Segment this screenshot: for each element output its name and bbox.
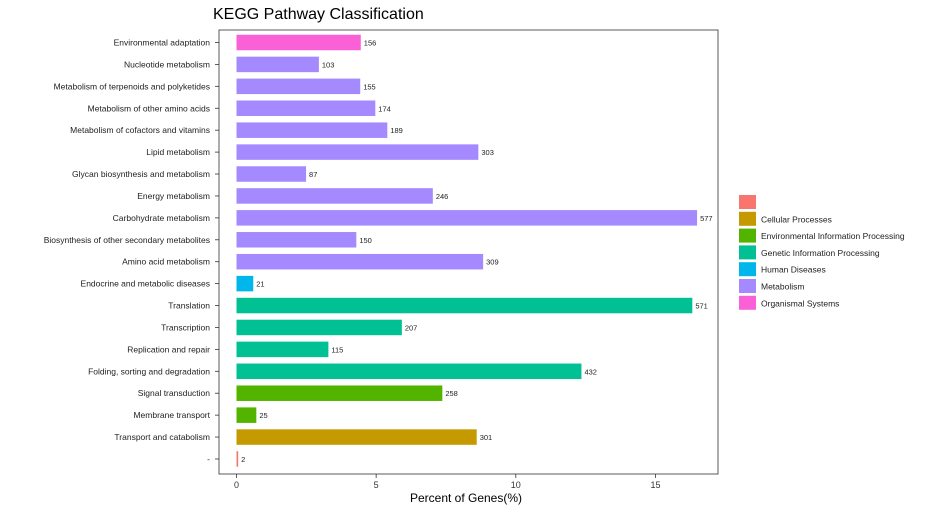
- x-axis-title: Percent of Genes(%): [410, 491, 522, 505]
- data-label-folding-sorting-and-degradation: 432: [584, 367, 597, 376]
- bar-nucleotide-metabolism: [236, 56, 319, 73]
- category-label-biosynthesis-of-other-secondary-metabolites: Biosynthesis of other secondary metaboli…: [44, 235, 210, 245]
- data-label-endocrine-and-metabolic-diseases: 21: [256, 280, 264, 289]
- bar-amino-acid-metabolism: [236, 253, 484, 270]
- x-tick-label-15: 15: [650, 480, 660, 490]
- bar-unlabeled: [236, 451, 239, 467]
- category-label-environmental-adaptation: Environmental adaptation: [114, 38, 211, 48]
- category-label-glycan-biosynthesis-and-metabolism: Glycan biosynthesis and metabolism: [72, 169, 210, 179]
- legend-key-cellular-processes: [739, 211, 756, 226]
- bar-translation: [236, 297, 693, 314]
- data-label-glycan-biosynthesis-and-metabolism: 87: [309, 170, 317, 179]
- x-tick-label-0: 0: [234, 480, 239, 490]
- bar-biosynthesis-of-other-secondary-metabolites: [236, 232, 357, 248]
- legend: Cellular Processes Environmental Informat…: [739, 195, 905, 310]
- category-label-transcription: Transcription: [161, 322, 210, 332]
- plot-panel: [218, 29, 719, 475]
- data-label-lipid-metabolism: 303: [481, 148, 494, 157]
- legend-label-environmental-information-processing: Environmental Information Processing: [761, 231, 905, 241]
- data-label-metabolism-of-cofactors-and-vitamins: 189: [390, 126, 403, 135]
- legend-label-cellular-processes: Cellular Processes: [761, 214, 832, 224]
- bar-metabolism-of-cofactors-and-vitamins: [236, 122, 388, 138]
- bar-lipid-metabolism: [236, 144, 479, 160]
- data-label-membrane-transport: 25: [259, 411, 267, 420]
- legend-key-organismal-systems: [739, 295, 756, 310]
- legend-key-genetic-information-processing: [739, 245, 756, 260]
- category-label-amino-acid-metabolism: Amino acid metabolism: [122, 257, 210, 267]
- category-label-signal-transduction: Signal transduction: [138, 388, 211, 398]
- category-label-metabolism-of-terpenoids-and-polyketides: Metabolism of terpenoids and polyketides: [54, 81, 210, 91]
- legend-label-genetic-information-processing: Genetic Information Processing: [761, 248, 880, 258]
- data-label-metabolism-of-terpenoids-and-polyketides: 155: [363, 82, 376, 91]
- bar-metabolism-of-other-amino-acids: [236, 100, 376, 117]
- category-label-nucleotide-metabolism: Nucleotide metabolism: [124, 59, 210, 69]
- bar-environmental-adaptation: [236, 34, 361, 51]
- x-axis: 0 5 10 15: [234, 474, 660, 490]
- data-label-replication-and-repair: 115: [331, 345, 343, 354]
- bar-transcription: [236, 319, 402, 336]
- legend-label-organismal-systems: Organismal Systems: [761, 298, 839, 308]
- legend-key-metabolism: [739, 279, 756, 293]
- data-label-carbohydrate-metabolism: 577: [700, 214, 713, 223]
- data-label-amino-acid-metabolism: 309: [486, 258, 499, 267]
- category-label-translation: Translation: [168, 301, 210, 311]
- category-label-unlabeled: -: [207, 454, 210, 464]
- bar-folding-sorting-and-degradation: [236, 363, 582, 380]
- data-label-transport-and-catabolism: 301: [480, 433, 493, 442]
- chart-title: KEGG Pathway Classification: [213, 6, 424, 23]
- data-label-environmental-adaptation: 156: [364, 39, 377, 48]
- category-label-carbohydrate-metabolism: Carbohydrate metabolism: [113, 213, 210, 223]
- category-label-folding-sorting-and-degradation: Folding, sorting and degradation: [88, 366, 210, 376]
- data-label-biosynthesis-of-other-secondary-metabolites: 150: [359, 236, 372, 245]
- category-labels: Environmental adaptation Nucleotide metab…: [44, 38, 219, 464]
- data-label-energy-metabolism: 246: [436, 192, 449, 201]
- legend-key-unlabeled: [739, 195, 756, 209]
- data-label-translation: 571: [695, 302, 708, 311]
- category-label-transport-and-catabolism: Transport and catabolism: [114, 432, 210, 442]
- bar-energy-metabolism: [236, 188, 433, 204]
- bar-transport-and-catabolism: [236, 429, 477, 445]
- bar-metabolism-of-terpenoids-and-polyketides: [236, 78, 361, 95]
- x-tick-label-10: 10: [511, 480, 521, 490]
- data-label-metabolism-of-other-amino-acids: 174: [378, 104, 391, 113]
- legend-key-human-diseases: [739, 262, 756, 277]
- bar-carbohydrate-metabolism: [236, 210, 698, 226]
- category-label-energy-metabolism: Energy metabolism: [137, 191, 210, 201]
- data-label-signal-transduction: 258: [445, 389, 458, 398]
- bar-membrane-transport: [236, 407, 257, 423]
- data-label-transcription: 207: [405, 323, 418, 332]
- category-label-lipid-metabolism: Lipid metabolism: [146, 147, 210, 157]
- bar-replication-and-repair: [236, 341, 329, 358]
- bar-endocrine-and-metabolic-diseases: [236, 275, 254, 292]
- data-label-nucleotide-metabolism: 103: [322, 60, 335, 69]
- category-label-metabolism-of-other-amino-acids: Metabolism of other amino acids: [88, 103, 210, 113]
- x-tick-label-5: 5: [374, 480, 379, 490]
- data-label-unlabeled: 2: [241, 455, 245, 464]
- bars-layer: 156 103 155 174 189 303 87 246 577 150 309 21 571 207…: [236, 34, 713, 467]
- category-label-metabolism-of-cofactors-and-vitamins: Metabolism of cofactors and vitamins: [70, 125, 210, 135]
- category-label-endocrine-and-metabolic-diseases: Endocrine and metabolic diseases: [81, 279, 210, 289]
- bar-signal-transduction: [236, 385, 443, 401]
- category-label-replication-and-repair: Replication and repair: [127, 344, 210, 354]
- category-label-membrane-transport: Membrane transport: [133, 410, 210, 420]
- bar-glycan-biosynthesis-and-metabolism: [236, 166, 307, 182]
- legend-key-environmental-information-processing: [739, 228, 756, 243]
- legend-label-human-diseases: Human Diseases: [761, 265, 826, 275]
- legend-label-metabolism: Metabolism: [761, 282, 804, 292]
